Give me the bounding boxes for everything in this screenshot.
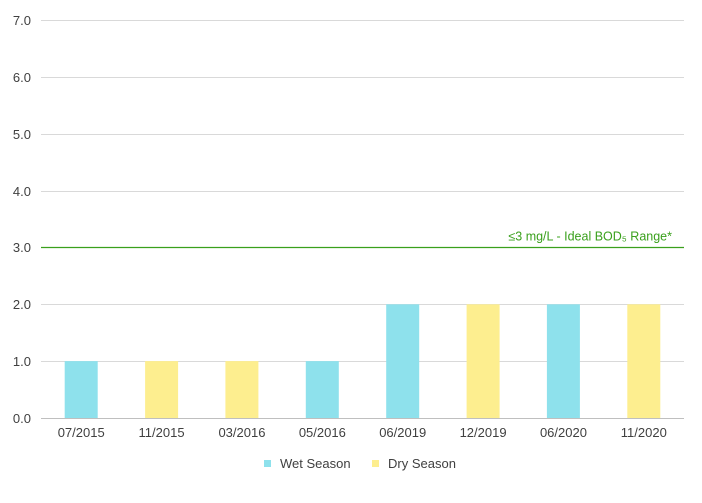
- bar: [386, 304, 420, 418]
- legend-label: Dry Season: [388, 456, 456, 471]
- x-tick-label: 11/2020: [621, 425, 667, 440]
- x-tick-label: 05/2016: [299, 425, 346, 440]
- y-tick-label: 5.0: [13, 127, 31, 142]
- bar: [64, 361, 98, 418]
- x-tick-label: 11/2015: [139, 425, 185, 440]
- bar: [145, 361, 179, 418]
- x-tick-label: 03/2016: [218, 425, 265, 440]
- y-tick-label: 1.0: [13, 354, 31, 369]
- y-tick-label: 0.0: [13, 411, 31, 426]
- y-tick-label: 3.0: [13, 240, 31, 255]
- axes: 0.0 1.0 2.0 3.0 4.0 5.0 6.0 7.0 07/2015 11/2015 03…: [13, 13, 684, 440]
- legend: Wet Season Dry Season: [264, 456, 456, 471]
- reference-line-label: ≤3 mg/L - Ideal BOD₅ Range*: [508, 230, 672, 244]
- x-tick-label: 06/2019: [379, 425, 426, 440]
- bar: [466, 304, 500, 418]
- bar: [225, 361, 259, 418]
- reference-line-group: ≤3 mg/L - Ideal BOD₅ Range*: [41, 230, 684, 249]
- bar: [546, 304, 580, 418]
- y-tick-label: 4.0: [13, 184, 31, 199]
- y-tick-label: 2.0: [13, 297, 31, 312]
- bar: [627, 304, 661, 418]
- y-tick-label: 6.0: [13, 70, 31, 85]
- legend-swatch: [264, 460, 271, 467]
- x-tick-label: 07/2015: [58, 425, 105, 440]
- gridlines: [41, 20, 684, 362]
- x-tick-label: 12/2019: [460, 425, 507, 440]
- bars: [64, 304, 661, 418]
- bar: [305, 361, 339, 418]
- y-tick-label: 7.0: [13, 13, 31, 28]
- x-tick-label: 06/2020: [540, 425, 587, 440]
- legend-label: Wet Season: [280, 456, 351, 471]
- legend-swatch: [372, 460, 379, 467]
